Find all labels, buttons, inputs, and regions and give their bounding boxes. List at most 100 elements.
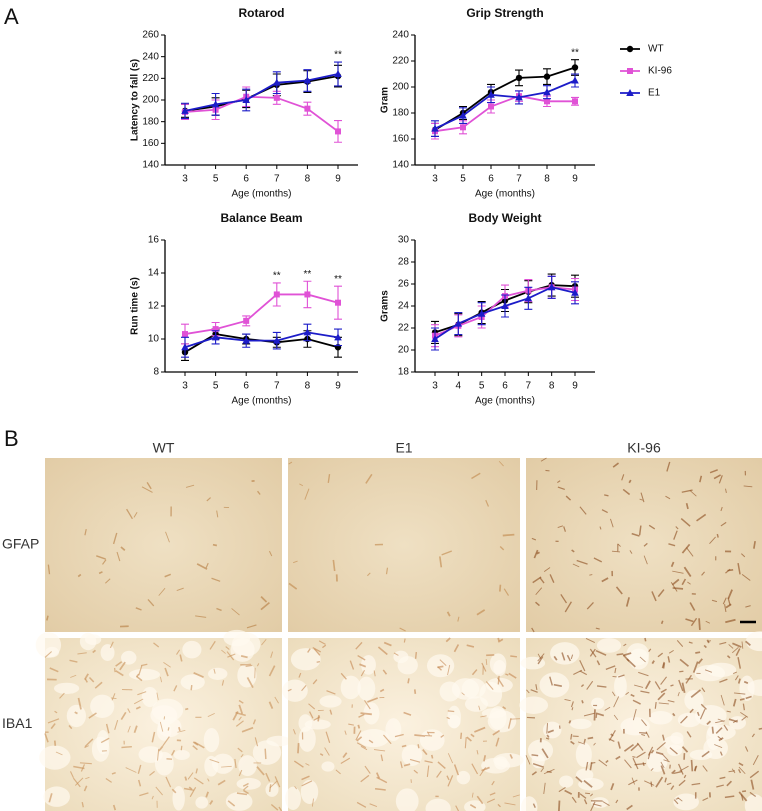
stain [88,712,97,719]
stain [422,749,428,756]
stain [689,602,696,611]
stain [531,754,539,757]
stain [665,495,671,500]
stain [641,719,647,727]
stain [85,776,90,780]
stain [162,736,170,747]
stain [657,589,665,598]
stain [549,676,553,686]
stain [188,786,193,790]
cell-body [300,779,319,804]
stain [728,770,736,773]
stain [46,615,49,621]
stain [561,652,566,661]
stain [625,691,630,696]
stain [737,678,741,684]
cell-body [628,648,649,670]
y-tick-label: 220 [142,73,159,84]
stain [479,767,487,777]
stain [636,742,644,751]
stain [531,771,537,776]
marker [303,76,312,84]
cell-body [265,782,279,797]
stain [105,723,110,734]
stain [190,684,193,691]
stain [613,696,620,708]
cell-body [357,676,376,701]
marker [273,336,281,344]
stain [648,648,652,653]
stain [571,549,575,553]
stain [571,707,574,711]
stain [311,798,314,807]
stain [213,668,216,674]
y-tick-label: 180 [142,116,159,127]
cell-body [156,721,172,741]
stain [111,771,116,775]
x-tick-label: 8 [305,381,311,392]
stain [127,725,131,733]
stain [601,577,609,583]
stain [464,737,467,749]
stain [568,720,572,724]
cell-body [575,768,594,782]
cell-body [319,695,342,708]
stain [714,744,723,749]
stain [313,716,321,721]
stain [193,777,204,785]
marker [273,94,280,101]
marker [454,319,463,327]
stain [466,644,475,648]
stain [307,648,311,653]
y-tick-label: 26 [398,279,410,290]
stain [252,719,257,725]
stain [670,561,675,568]
stain [264,748,267,760]
stain [731,646,739,654]
stain [360,774,370,783]
stain [709,469,718,474]
stain [365,473,373,484]
stain [221,765,232,768]
stain [583,738,586,744]
stain [503,588,509,596]
stain [360,745,368,751]
stain [292,560,298,564]
y-tick-label: 240 [142,51,159,62]
annotation: ** [304,269,312,280]
stain [184,776,188,781]
stain [504,802,516,806]
column-label: WT [153,440,175,456]
marker [211,100,220,108]
stain [407,678,410,684]
stain [647,751,651,760]
stain [73,765,85,770]
stain [133,698,144,705]
stain [426,731,430,736]
y-tick-label: 10 [148,334,160,345]
stain [217,779,226,786]
stain [498,460,504,467]
cell-body [238,755,257,777]
cell-body [569,718,592,730]
stain [546,723,548,734]
x-tick-label: 7 [274,174,280,185]
stain [207,778,210,782]
stain [726,710,731,713]
stain [611,550,621,553]
stain [677,797,683,802]
stain [629,550,633,554]
stain [173,685,178,692]
stain [492,729,501,736]
stain [483,755,487,762]
stain [235,720,244,727]
marker [181,343,189,351]
stain [375,772,381,779]
stain [329,709,333,715]
marker [211,333,220,341]
stain [485,499,490,507]
stain [644,780,655,786]
cell-body [620,717,650,736]
stain [660,688,667,694]
stain [617,543,621,547]
